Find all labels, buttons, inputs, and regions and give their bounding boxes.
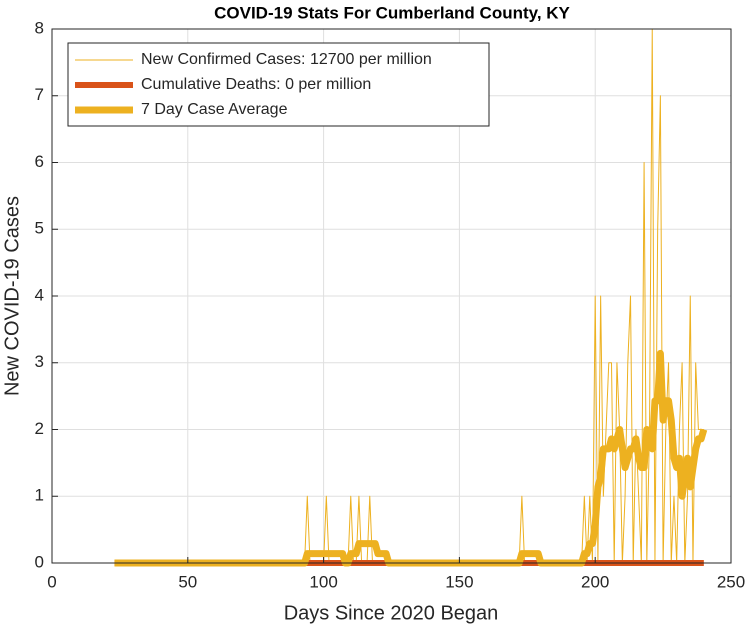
legend-label: 7 Day Case Average bbox=[141, 101, 288, 118]
y-tick-label: 7 bbox=[35, 85, 44, 104]
y-tick-label: 5 bbox=[35, 219, 44, 238]
legend-label: New Confirmed Cases: 12700 per million bbox=[141, 51, 432, 68]
x-tick-label: 100 bbox=[309, 572, 337, 591]
y-tick-label: 0 bbox=[35, 552, 44, 571]
y-tick-label: 6 bbox=[35, 152, 44, 171]
legend-label: Cumulative Deaths: 0 per million bbox=[141, 76, 371, 93]
x-tick-label: 0 bbox=[47, 572, 56, 591]
x-tick-label: 200 bbox=[581, 572, 609, 591]
y-tick-label: 4 bbox=[35, 285, 44, 304]
x-tick-label: 250 bbox=[717, 572, 745, 591]
y-axis-label: New COVID-19 Cases bbox=[1, 196, 23, 396]
legend: New Confirmed Cases: 12700 per million Cu… bbox=[67, 42, 490, 127]
y-tick-label: 1 bbox=[35, 486, 44, 505]
x-tick-label: 50 bbox=[178, 572, 197, 591]
x-tick-label: 150 bbox=[445, 572, 473, 591]
legend-box bbox=[67, 42, 490, 127]
y-tick-label: 8 bbox=[35, 18, 44, 37]
ticks: 0 50 100 150 200 250 0 1 2 3 4 5 6 7 8 bbox=[35, 18, 746, 591]
y-tick-label: 3 bbox=[35, 352, 44, 371]
x-axis-label: Days Since 2020 Began bbox=[284, 602, 499, 624]
y-tick-label: 2 bbox=[35, 419, 44, 438]
chart-title: COVID-19 Stats For Cumberland County, KY bbox=[214, 3, 570, 22]
